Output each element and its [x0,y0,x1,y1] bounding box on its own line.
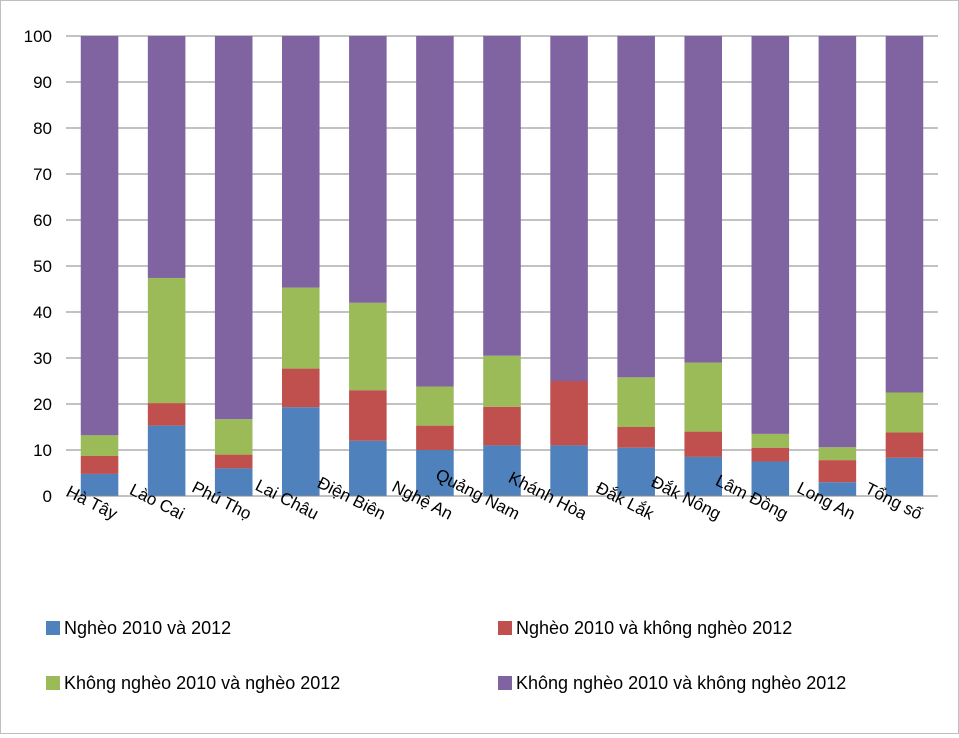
y-tick-label: 90 [33,73,52,92]
bar-segment [214,468,253,496]
y-tick-label: 0 [43,487,52,506]
bar-segment [684,36,723,363]
legend-swatch [498,676,512,690]
bar-segment [617,447,655,496]
bar-segment [349,36,387,303]
bar-segment [818,460,857,483]
bar-segment [483,36,521,356]
bar-segment [818,482,857,496]
y-tick-label: 60 [33,211,52,230]
legend-label: Không nghèo 2010 và không nghèo 2012 [516,673,846,693]
bar-segment [80,36,119,436]
bar-segment [751,433,790,448]
bar-segment [617,427,655,448]
legend-swatch [498,621,512,635]
bar-segment [751,447,790,462]
y-tick-label: 70 [33,165,52,184]
y-tick-label: 30 [33,349,52,368]
bar-segment [214,36,253,420]
bar-segment [818,447,857,461]
bar-segment [684,431,723,457]
legend: Nghèo 2010 và 2012 Nghèo 2010 và không ng… [46,618,846,693]
bar-segment [483,445,521,496]
bar-segment [416,36,454,387]
bars [80,36,924,496]
bar-segment [349,302,387,391]
y-tick-label: 10 [33,441,52,460]
legend-label: Nghèo 2010 và không nghèo 2012 [516,618,792,638]
y-axis-ticks: 0 10 20 30 40 50 60 70 80 90 100 [24,27,52,506]
bar-segment [80,435,119,456]
bar-segment [281,287,320,369]
bar-segment [684,456,723,496]
bar-segment [416,386,454,426]
y-tick-label: 80 [33,119,52,138]
y-tick-label: 40 [33,303,52,322]
bar-segment [550,381,588,446]
bar-segment [147,425,186,496]
bar-segment [147,277,186,404]
bar-segment [416,425,454,450]
bar-segment [281,368,320,408]
bar-segment [281,407,320,496]
y-tick-label: 50 [33,257,52,276]
bar-segment [147,403,186,426]
bar-segment [416,450,454,496]
bar-segment [147,36,186,278]
bar-segment [885,457,924,496]
bar-segment [617,36,655,378]
bar-segment [818,36,857,448]
bar-segment [885,432,924,458]
bar-segment [80,455,119,474]
bar-segment [751,36,790,434]
bar-segment [550,445,588,496]
bar-segment [885,36,924,393]
bar-segment [483,355,521,407]
legend-label: Nghèo 2010 và 2012 [64,618,231,638]
bar-segment [80,473,119,496]
legend-swatch [46,676,60,690]
bar-segment [550,36,588,381]
legend-label: Không nghèo 2010 và nghèo 2012 [64,673,340,693]
bar-segment [751,461,790,496]
bar-segment [214,454,253,469]
bar-segment [617,377,655,427]
y-tick-label: 20 [33,395,52,414]
bar-segment [281,36,320,288]
y-tick-label: 100 [24,27,52,46]
bar-segment [349,390,387,441]
bar-segment [483,406,521,446]
legend-swatch [46,621,60,635]
bar-segment [684,362,723,432]
bar-segment [214,419,253,455]
bar-segment [349,440,387,496]
bar-segment [885,392,924,433]
